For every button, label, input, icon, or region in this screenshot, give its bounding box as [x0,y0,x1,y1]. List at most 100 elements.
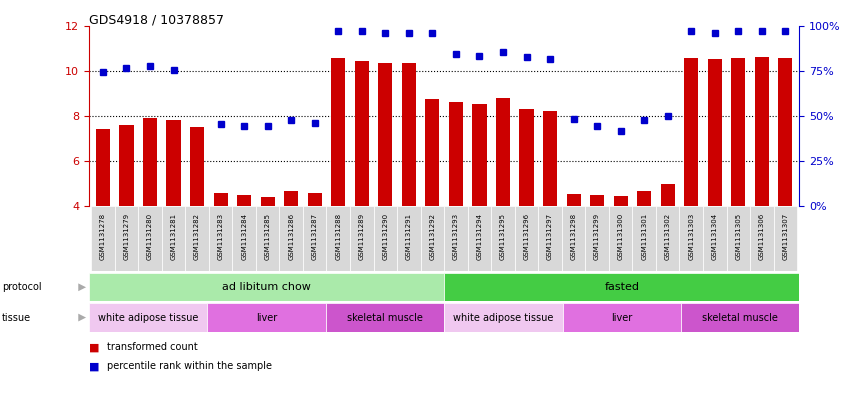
Text: fasted: fasted [604,282,640,292]
Bar [326,303,444,332]
Text: GSM1131287: GSM1131287 [311,213,318,260]
Text: GSM1131304: GSM1131304 [711,213,717,260]
Bar [773,206,797,271]
Bar [233,206,255,271]
Bar [91,206,115,271]
Bar [468,206,492,271]
Text: GSM1131293: GSM1131293 [453,213,459,260]
Text: percentile rank within the sample: percentile rank within the sample [107,361,272,371]
Bar [750,206,773,271]
Bar [190,127,204,206]
Bar [237,195,251,206]
Text: GSM1131279: GSM1131279 [124,213,129,260]
Bar [567,194,580,206]
Bar [708,59,722,206]
Bar [661,184,675,206]
Text: GSM1131291: GSM1131291 [406,213,412,260]
Bar [681,303,799,332]
Bar [590,195,604,206]
Bar [402,63,416,206]
Bar [684,58,698,206]
Text: GSM1131294: GSM1131294 [476,213,482,260]
Bar [444,273,799,301]
Bar [514,206,538,271]
Bar [519,109,534,206]
Bar [613,196,628,206]
Text: GSM1131281: GSM1131281 [171,213,177,260]
Bar [308,193,321,206]
Bar [374,206,397,271]
Bar [327,206,350,271]
Bar [656,206,679,271]
Bar [538,206,562,271]
Text: GSM1131299: GSM1131299 [594,213,600,260]
Bar [279,206,303,271]
Bar [496,98,510,206]
Bar [703,206,727,271]
Text: GSM1131286: GSM1131286 [288,213,294,260]
Bar [637,191,651,206]
Text: GSM1131285: GSM1131285 [265,213,271,260]
Bar [449,102,463,206]
Bar [255,206,279,271]
Bar [562,206,585,271]
Bar [778,58,793,206]
Bar [444,206,468,271]
Bar [727,206,750,271]
Text: GDS4918 / 10378857: GDS4918 / 10378857 [89,14,224,27]
Text: GSM1131280: GSM1131280 [147,213,153,260]
Text: skeletal muscle: skeletal muscle [347,312,423,323]
Bar [633,206,656,271]
Text: GSM1131290: GSM1131290 [382,213,388,260]
Bar [378,63,393,206]
Text: tissue: tissue [2,312,30,323]
Bar [207,303,326,332]
Text: GSM1131305: GSM1131305 [735,213,741,260]
Bar [543,112,558,206]
Text: skeletal muscle: skeletal muscle [702,312,778,323]
Bar [755,57,769,206]
Text: GSM1131296: GSM1131296 [524,213,530,260]
Bar [444,303,563,332]
Bar [261,197,275,206]
Text: GSM1131301: GSM1131301 [641,213,647,260]
Text: GSM1131282: GSM1131282 [194,213,200,260]
Text: GSM1131284: GSM1131284 [241,213,247,260]
Text: GSM1131292: GSM1131292 [430,213,436,260]
Bar [143,118,157,206]
Bar [354,61,369,206]
Text: ad libitum chow: ad libitum chow [222,282,311,292]
Bar [585,206,609,271]
Text: GSM1131307: GSM1131307 [783,213,788,260]
Text: white adipose tissue: white adipose tissue [453,312,553,323]
Text: GSM1131298: GSM1131298 [570,213,577,260]
Text: GSM1131303: GSM1131303 [689,213,695,260]
Bar [731,58,745,206]
Text: liver: liver [611,312,633,323]
Bar [138,206,162,271]
Bar [167,120,180,206]
Text: GSM1131306: GSM1131306 [759,213,765,260]
Bar [89,273,444,301]
Text: GSM1131288: GSM1131288 [335,213,341,260]
Bar [303,206,327,271]
Bar [331,58,345,206]
Text: ■: ■ [89,342,99,353]
Bar [115,206,138,271]
Bar [89,303,207,332]
Bar [209,206,233,271]
Text: ■: ■ [89,361,99,371]
Bar [350,206,374,271]
Bar [162,206,185,271]
Text: liver: liver [255,312,277,323]
Text: white adipose tissue: white adipose tissue [98,312,198,323]
Bar [472,103,486,206]
Text: GSM1131302: GSM1131302 [665,213,671,260]
Text: GSM1131283: GSM1131283 [217,213,223,260]
Text: transformed count: transformed count [107,342,198,353]
Text: GSM1131295: GSM1131295 [500,213,506,260]
Bar [397,206,420,271]
Bar [492,206,514,271]
Bar [609,206,633,271]
Text: protocol: protocol [2,282,41,292]
